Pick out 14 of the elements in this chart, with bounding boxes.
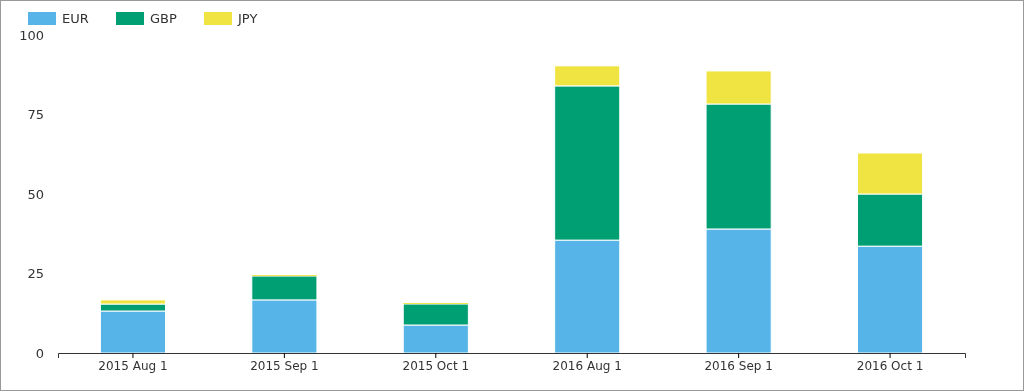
legend-label: JPY — [237, 11, 258, 26]
legend-label: EUR — [62, 11, 89, 26]
x-tick-label: 2015 Sep 1 — [250, 358, 319, 373]
x-tick-label: 2015 Aug 1 — [98, 358, 168, 373]
y-tick-label: 0 — [35, 345, 44, 361]
y-tick-label: 75 — [27, 107, 44, 123]
y-tick-label: 50 — [27, 186, 44, 202]
x-tick-label: 2016 Sep 1 — [704, 358, 773, 373]
legend-label: GBP — [150, 11, 177, 26]
y-tick-label: 25 — [27, 266, 44, 282]
x-tick-label: 2015 Oct 1 — [402, 358, 470, 373]
y-tick-label: 100 — [19, 27, 44, 43]
x-tick-label: 2016 Oct 1 — [856, 358, 924, 373]
x-tick-label: 2016 Aug 1 — [552, 358, 622, 373]
